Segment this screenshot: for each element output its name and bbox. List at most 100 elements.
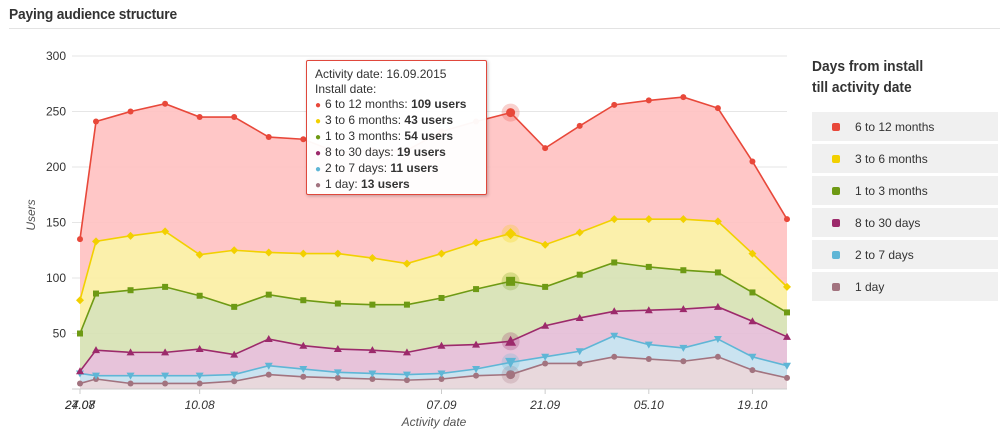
point-1-to-3-months[interactable] — [300, 297, 307, 304]
point-2-to-7-days[interactable] — [644, 341, 653, 349]
point-2-to-7-days[interactable] — [541, 353, 550, 361]
point-1-day[interactable] — [77, 380, 83, 387]
point-1-day[interactable] — [506, 370, 516, 380]
point-1-day[interactable] — [784, 374, 790, 381]
point-6-to-12-months[interactable] — [77, 236, 83, 243]
point-2-to-7-days[interactable] — [783, 362, 791, 370]
point-1-to-3-months[interactable] — [77, 330, 83, 337]
legend-item-8-to-30-days[interactable]: 8 to 30 days — [812, 208, 998, 237]
point-8-to-30-days[interactable] — [333, 345, 342, 353]
point-2-to-7-days[interactable] — [437, 370, 446, 378]
point-3-to-6-months[interactable] — [368, 254, 377, 263]
point-8-to-30-days[interactable] — [644, 306, 653, 314]
point-2-to-7-days[interactable] — [161, 372, 170, 380]
point-8-to-30-days[interactable] — [472, 340, 481, 348]
point-3-to-6-months[interactable] — [783, 282, 791, 291]
point-3-to-6-months[interactable] — [713, 217, 722, 226]
point-3-to-6-months[interactable] — [264, 248, 273, 257]
point-1-day[interactable] — [334, 374, 341, 381]
legend-item-3-to-6-months[interactable]: 3 to 6 months — [812, 144, 998, 173]
point-1-day[interactable] — [369, 376, 376, 383]
point-6-to-12-months[interactable] — [162, 100, 169, 107]
point-6-to-12-months[interactable] — [645, 97, 652, 104]
point-6-to-12-months[interactable] — [127, 108, 134, 115]
point-1-day[interactable] — [576, 360, 583, 367]
point-8-to-30-days[interactable] — [783, 332, 791, 340]
point-1-to-3-months[interactable] — [196, 292, 203, 299]
point-3-to-6-months[interactable] — [541, 240, 550, 249]
point-6-to-12-months[interactable] — [749, 158, 756, 165]
point-8-to-30-days[interactable] — [541, 321, 550, 329]
point-6-to-12-months[interactable] — [542, 145, 549, 152]
legend-item-1-to-3-months[interactable]: 1 to 3 months — [812, 176, 998, 205]
point-3-to-6-months[interactable] — [230, 246, 239, 255]
point-2-to-7-days[interactable] — [402, 371, 411, 379]
point-8-to-30-days[interactable] — [126, 348, 135, 356]
point-8-to-30-days[interactable] — [299, 341, 308, 349]
point-1-day[interactable] — [749, 367, 756, 374]
point-6-to-12-months[interactable] — [576, 122, 583, 129]
point-2-to-7-days[interactable] — [264, 362, 273, 370]
point-8-to-30-days[interactable] — [161, 348, 170, 356]
point-3-to-6-months[interactable] — [161, 227, 170, 236]
point-1-day[interactable] — [231, 378, 238, 385]
point-2-to-7-days[interactable] — [126, 372, 135, 380]
point-1-day[interactable] — [162, 380, 169, 387]
point-1-day[interactable] — [127, 380, 134, 387]
point-8-to-30-days[interactable] — [195, 345, 204, 353]
point-8-to-30-days[interactable] — [679, 305, 688, 313]
point-6-to-12-months[interactable] — [784, 216, 790, 223]
point-8-to-30-days[interactable] — [748, 317, 757, 325]
point-1-day[interactable] — [300, 373, 307, 380]
point-2-to-7-days[interactable] — [230, 371, 239, 379]
point-3-to-6-months[interactable] — [402, 259, 411, 268]
point-1-to-3-months[interactable] — [334, 300, 341, 307]
point-3-to-6-months[interactable] — [76, 296, 84, 305]
point-2-to-7-days[interactable] — [610, 332, 619, 340]
point-2-to-7-days[interactable] — [92, 372, 100, 380]
point-1-day[interactable] — [473, 372, 480, 379]
point-3-to-6-months[interactable] — [575, 228, 584, 237]
point-8-to-30-days[interactable] — [505, 335, 517, 346]
point-6-to-12-months[interactable] — [231, 114, 238, 121]
point-1-to-3-months[interactable] — [473, 286, 480, 293]
point-8-to-30-days[interactable] — [76, 367, 84, 375]
point-1-to-3-months[interactable] — [127, 287, 134, 294]
point-3-to-6-months[interactable] — [505, 228, 517, 240]
point-1-to-3-months[interactable] — [680, 267, 687, 274]
point-8-to-30-days[interactable] — [575, 313, 584, 321]
point-1-day[interactable] — [196, 380, 203, 387]
point-1-to-3-months[interactable] — [403, 301, 410, 308]
point-2-to-7-days[interactable] — [575, 348, 584, 356]
point-2-to-7-days[interactable] — [195, 372, 204, 380]
point-3-to-6-months[interactable] — [472, 238, 481, 247]
point-1-to-3-months[interactable] — [369, 301, 376, 308]
point-1-to-3-months[interactable] — [645, 263, 652, 270]
point-6-to-12-months[interactable] — [300, 136, 307, 143]
point-8-to-30-days[interactable] — [92, 346, 100, 354]
point-6-to-12-months[interactable] — [680, 94, 687, 101]
point-1-to-3-months[interactable] — [749, 289, 756, 296]
point-8-to-30-days[interactable] — [230, 350, 239, 358]
point-3-to-6-months[interactable] — [92, 237, 100, 246]
point-2-to-7-days[interactable] — [748, 353, 757, 361]
point-1-day[interactable] — [645, 356, 652, 363]
point-3-to-6-months[interactable] — [126, 231, 135, 240]
legend-item-1-day[interactable]: 1 day — [812, 272, 998, 301]
point-1-to-3-months[interactable] — [542, 283, 549, 290]
point-1-to-3-months[interactable] — [265, 291, 272, 298]
legend-item-2-to-7-days[interactable]: 2 to 7 days — [812, 240, 998, 269]
point-6-to-12-months[interactable] — [611, 101, 618, 108]
point-3-to-6-months[interactable] — [748, 249, 757, 258]
point-8-to-30-days[interactable] — [437, 341, 446, 349]
point-3-to-6-months[interactable] — [299, 249, 308, 258]
point-6-to-12-months[interactable] — [196, 114, 203, 121]
point-1-day[interactable] — [611, 353, 618, 360]
point-6-to-12-months[interactable] — [93, 118, 99, 125]
point-8-to-30-days[interactable] — [713, 302, 722, 310]
point-1-to-3-months[interactable] — [576, 271, 583, 278]
point-1-to-3-months[interactable] — [784, 309, 790, 316]
point-1-to-3-months[interactable] — [611, 259, 618, 266]
point-1-day[interactable] — [403, 377, 410, 384]
point-1-day[interactable] — [680, 358, 687, 365]
